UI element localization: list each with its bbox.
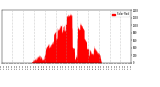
Legend: Solar Rad: Solar Rad bbox=[112, 12, 130, 17]
